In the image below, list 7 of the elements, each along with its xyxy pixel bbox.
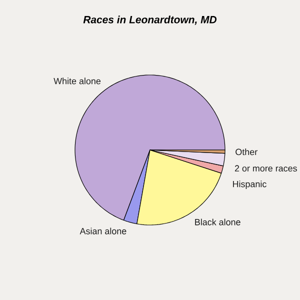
slice-label: Hispanic xyxy=(233,180,266,190)
slice-label: Black alone xyxy=(195,218,240,226)
slice-label: 2 or more races xyxy=(234,165,297,172)
slice-label: Other xyxy=(236,148,258,156)
slice-label: Asian alone xyxy=(80,228,126,234)
slice-label: White alone xyxy=(54,78,101,84)
chart-title: Races in Leonardtown, MD xyxy=(83,16,217,25)
